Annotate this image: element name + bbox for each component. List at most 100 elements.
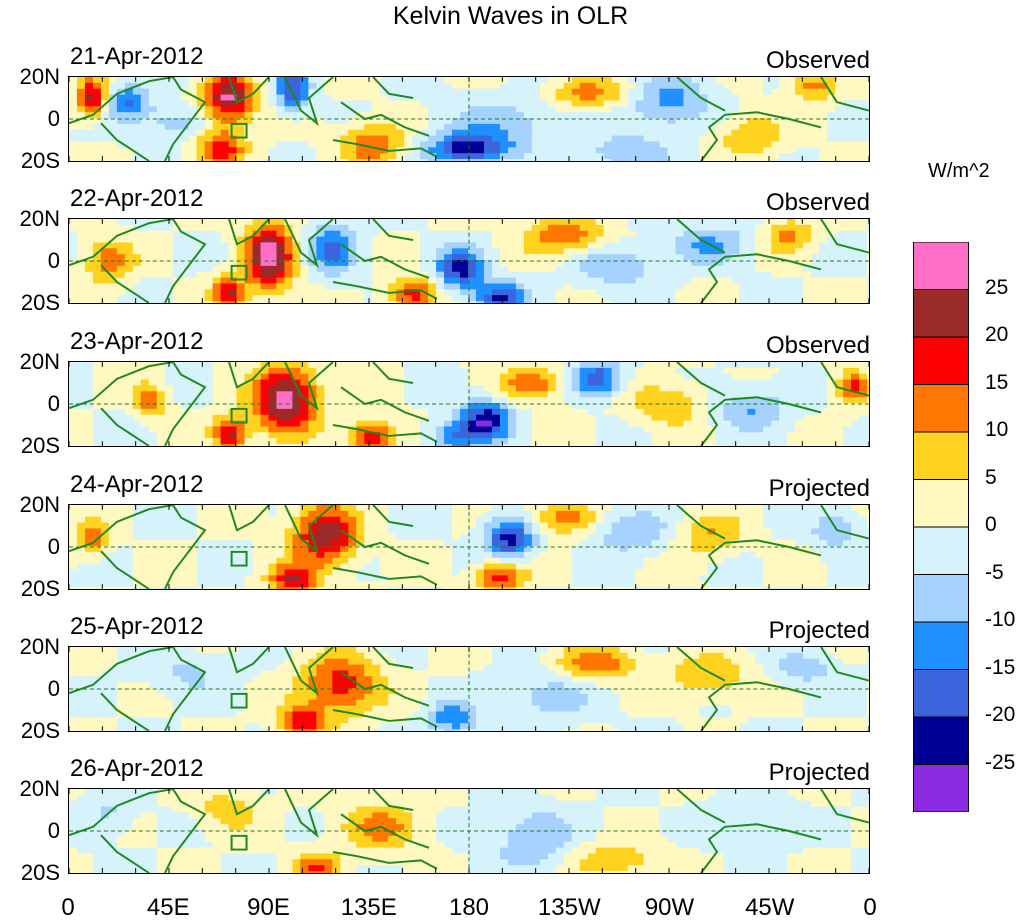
- olr-cell: [77, 380, 86, 386]
- olr-cell: [763, 409, 772, 415]
- olr-cell: [396, 295, 405, 301]
- olr-cell: [644, 368, 653, 374]
- olr-cell: [213, 283, 222, 289]
- olr-cell: [141, 237, 150, 243]
- olr-cell: [540, 219, 549, 225]
- olr-cell: [348, 380, 357, 386]
- olr-cell: [300, 511, 309, 517]
- olr-cell: [492, 380, 501, 386]
- olr-cell: [843, 278, 852, 284]
- olr-cell: [332, 511, 341, 517]
- olr-cell: [356, 438, 365, 444]
- olr-cell: [564, 272, 573, 278]
- olr-cell: [460, 237, 469, 243]
- olr-cell: [69, 254, 78, 260]
- olr-cell: [69, 362, 78, 368]
- olr-cell: [276, 266, 285, 272]
- olr-cell: [644, 426, 653, 432]
- olr-cell: [69, 409, 78, 415]
- olr-cell: [524, 289, 533, 295]
- olr-cell: [69, 231, 78, 237]
- olr-cell: [197, 231, 206, 237]
- olr-cell: [109, 505, 118, 511]
- olr-cell: [420, 242, 429, 248]
- olr-cell: [723, 219, 732, 225]
- olr-cell: [564, 444, 573, 447]
- olr-cell: [85, 289, 94, 295]
- olr-cell: [620, 374, 629, 380]
- olr-cell: [428, 242, 437, 248]
- olr-cell: [292, 225, 301, 231]
- olr-cell: [276, 426, 285, 432]
- olr-cell: [173, 380, 182, 386]
- olr-cell: [771, 301, 780, 304]
- olr-cell: [819, 432, 828, 438]
- olr-cell: [197, 301, 206, 304]
- olr-cell: [484, 415, 493, 421]
- olr-cell: [205, 242, 214, 248]
- olr-cell: [69, 511, 78, 517]
- olr-cell: [572, 225, 581, 231]
- olr-cell: [428, 272, 437, 278]
- olr-cell: [388, 444, 397, 447]
- olr-cell: [460, 295, 469, 301]
- olr-cell: [404, 415, 413, 421]
- olr-cell: [795, 248, 804, 254]
- olr-cell: [787, 272, 796, 278]
- olr-cell: [859, 409, 868, 415]
- olr-cell: [484, 391, 493, 397]
- olr-cell: [157, 225, 166, 231]
- olr-cell: [492, 254, 501, 260]
- olr-cell: [755, 438, 764, 444]
- olr-cell: [795, 380, 804, 386]
- olr-cell: [269, 397, 278, 403]
- olr-cell: [460, 248, 469, 254]
- olr-cell: [596, 301, 605, 304]
- olr-cell: [707, 237, 716, 243]
- olr-cell: [763, 272, 772, 278]
- olr-cell: [580, 409, 589, 415]
- olr-cell: [668, 231, 677, 237]
- olr-cell: [819, 380, 828, 386]
- olr-cell: [548, 283, 557, 289]
- olr-cell: [261, 385, 270, 391]
- olr-cell: [739, 368, 748, 374]
- olr-cell: [628, 380, 637, 386]
- olr-cell: [229, 397, 238, 403]
- olr-cell: [101, 225, 110, 231]
- olr-cell: [284, 289, 293, 295]
- latitude-label: 20N: [0, 492, 60, 518]
- olr-cell: [859, 426, 868, 432]
- olr-cell: [867, 242, 870, 248]
- olr-cell: [564, 438, 573, 444]
- olr-cell: [460, 283, 469, 289]
- olr-cell: [675, 278, 684, 284]
- olr-cell: [763, 385, 772, 391]
- olr-cell: [731, 248, 740, 254]
- olr-cell: [197, 432, 206, 438]
- olr-cell: [476, 444, 485, 447]
- olr-cell: [77, 301, 86, 304]
- olr-cell: [747, 421, 756, 427]
- olr-cell: [747, 283, 756, 289]
- olr-cell: [364, 385, 373, 391]
- olr-cell: [420, 505, 429, 511]
- olr-cell: [372, 301, 381, 304]
- olr-cell: [396, 374, 405, 380]
- olr-cell: [644, 254, 653, 260]
- olr-cell: [189, 295, 198, 301]
- olr-cell: [779, 511, 788, 517]
- olr-cell: [524, 362, 533, 368]
- olr-cell: [540, 266, 549, 272]
- olr-cell: [548, 380, 557, 386]
- olr-cell: [556, 438, 565, 444]
- olr-cell: [396, 444, 405, 447]
- olr-cell: [580, 283, 589, 289]
- olr-cell: [444, 380, 453, 386]
- olr-cell: [245, 438, 254, 444]
- olr-cell: [253, 391, 262, 397]
- olr-cell: [540, 295, 549, 301]
- olr-cell: [109, 225, 118, 231]
- olr-cell: [420, 278, 429, 284]
- olr-cell: [85, 231, 94, 237]
